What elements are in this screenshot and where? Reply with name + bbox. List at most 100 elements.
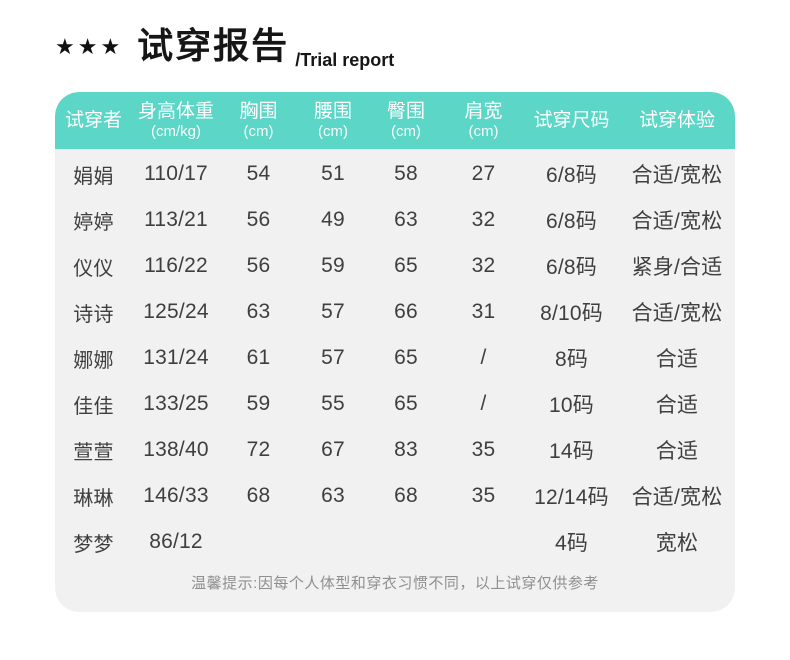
cell-shoulder (443, 519, 524, 565)
table-row: 仪仪 116/22 56 59 65 32 6/8码 紧身/合适 (55, 243, 735, 289)
header-waist: 腰围 (cm) (297, 92, 369, 149)
trial-report-table: 试穿者 身高体重 (cm/kg) 胸围 (cm) 腰围 (cm) 臀围 (cm)… (55, 92, 735, 612)
header-label: 试穿尺码 (533, 109, 610, 131)
cell-tester: 梦梦 (73, 533, 114, 556)
cell-trial-experience: 合适/宽松 (631, 210, 723, 233)
header-unit: (cm) (391, 122, 421, 140)
header-unit: (cm) (243, 122, 274, 140)
cell-shoulder: 31 (471, 300, 496, 323)
cell-shoulder: / (480, 346, 487, 369)
header-shoulder: 肩宽 (cm) (443, 92, 524, 149)
cell-hip: 83 (394, 438, 418, 461)
cell-height-weight: 138/40 (143, 438, 209, 461)
table-row: 婷婷 113/21 56 49 63 32 6/8码 合适/宽松 (55, 197, 735, 243)
cell-tester: 诗诗 (73, 303, 114, 326)
cell-height-weight: 86/12 (149, 530, 203, 553)
cell-hip: 65 (394, 346, 418, 369)
cell-shoulder: 35 (471, 438, 496, 461)
cell-chest: 56 (246, 208, 271, 231)
cell-height-weight: 125/24 (143, 300, 209, 323)
cell-height-weight: 116/22 (144, 254, 208, 277)
cell-waist: 63 (321, 484, 345, 507)
cell-trial-size: 6/8码 (546, 164, 597, 187)
cell-waist: 59 (321, 254, 345, 277)
cell-height-weight: 110/17 (144, 162, 208, 185)
table-row: 佳佳 133/25 59 55 65 / 10码 合适 (55, 381, 735, 427)
cell-height-weight: 131/24 (143, 346, 209, 369)
cell-trial-size: 12/14码 (534, 486, 609, 509)
cell-trial-experience: 紧身/合适 (631, 256, 723, 279)
cell-height-weight: 113/21 (144, 208, 208, 231)
cell-waist: 49 (321, 208, 345, 231)
cell-shoulder: / (480, 392, 487, 415)
cell-hip: 65 (394, 392, 418, 415)
cell-trial-size: 8码 (554, 348, 589, 371)
cell-tester: 娟娟 (73, 165, 114, 188)
cell-chest: 68 (246, 484, 271, 507)
header-tester: 试穿者 (55, 92, 132, 149)
cell-trial-size: 10码 (549, 394, 594, 417)
cell-hip: 65 (394, 254, 418, 277)
cell-shoulder: 32 (471, 254, 496, 277)
header-unit: (cm) (318, 122, 348, 140)
cell-trial-experience: 合适 (655, 348, 699, 371)
cell-waist: 55 (321, 392, 345, 415)
cell-trial-experience: 合适/宽松 (631, 486, 723, 509)
header-label: 试穿体验 (638, 109, 715, 131)
cell-waist: 51 (321, 162, 345, 185)
cell-trial-experience: 合适/宽松 (631, 164, 723, 187)
cell-hip (369, 519, 443, 565)
cell-trial-experience: 合适 (655, 440, 699, 463)
cell-trial-size: 6/8码 (546, 256, 597, 279)
table-row: 娜娜 131/24 61 57 65 / 8码 合适 (55, 335, 735, 381)
cell-hip: 68 (394, 484, 418, 507)
cell-chest: 56 (246, 254, 271, 277)
cell-trial-size: 6/8码 (546, 210, 597, 233)
header-trial-size: 试穿尺码 (524, 92, 619, 149)
table-row: 娟娟 110/17 54 51 58 27 6/8码 合适/宽松 (55, 151, 735, 197)
page-title: 试穿报告 (137, 25, 290, 66)
table-row: 萱萱 138/40 72 67 83 35 14码 合适 (55, 427, 735, 473)
header-height-weight: 身高体重 (cm/kg) (132, 92, 220, 149)
header-label: 肩宽 (464, 100, 503, 122)
cell-waist: 57 (321, 346, 345, 369)
table-row: 梦梦 86/12 4码 宽松 (55, 519, 735, 565)
cell-waist (297, 519, 369, 565)
cell-waist: 67 (321, 438, 345, 461)
cell-tester: 婷婷 (73, 211, 114, 234)
header-label: 试穿者 (64, 109, 122, 131)
header-label: 腰围 (313, 100, 352, 122)
stars-icon: ★★★ (55, 34, 124, 59)
cell-tester: 佳佳 (73, 395, 114, 418)
cell-shoulder: 35 (471, 484, 496, 507)
page-subtitle: /Trial report (295, 50, 395, 70)
header-label: 胸围 (239, 100, 278, 122)
cell-chest: 63 (246, 300, 271, 323)
cell-hip: 58 (394, 162, 418, 185)
cell-trial-size: 4码 (554, 532, 589, 555)
cell-trial-experience: 合适/宽松 (631, 302, 723, 325)
table-row: 诗诗 125/24 63 57 66 31 8/10码 合适/宽松 (55, 289, 735, 335)
cell-chest: 61 (246, 346, 271, 369)
header-unit: (cm/kg) (151, 122, 201, 140)
table-body: 娟娟 110/17 54 51 58 27 6/8码 合适/宽松 婷婷 113/… (55, 149, 735, 612)
cell-height-weight: 133/25 (143, 392, 209, 415)
report-title-bar: ★★★ 试穿报告 /Trial report (55, 20, 790, 72)
header-label: 臀围 (386, 100, 425, 122)
cell-chest: 54 (246, 162, 271, 185)
header-trial-experience: 试穿体验 (619, 92, 735, 149)
table-row: 琳琳 146/33 68 63 68 35 12/14码 合适/宽松 (55, 473, 735, 519)
header-chest: 胸围 (cm) (220, 92, 297, 149)
cell-chest: 72 (246, 438, 271, 461)
cell-waist: 57 (321, 300, 345, 323)
cell-chest: 59 (246, 392, 271, 415)
cell-tester: 娜娜 (73, 349, 114, 372)
cell-tester: 萱萱 (73, 441, 114, 464)
cell-hip: 66 (394, 300, 418, 323)
header-label: 身高体重 (137, 100, 214, 122)
cell-tester: 仪仪 (73, 257, 114, 280)
cell-trial-size: 8/10码 (540, 302, 603, 325)
cell-chest (220, 519, 297, 565)
header-hip: 臀围 (cm) (369, 92, 443, 149)
cell-tester: 琳琳 (73, 487, 114, 510)
